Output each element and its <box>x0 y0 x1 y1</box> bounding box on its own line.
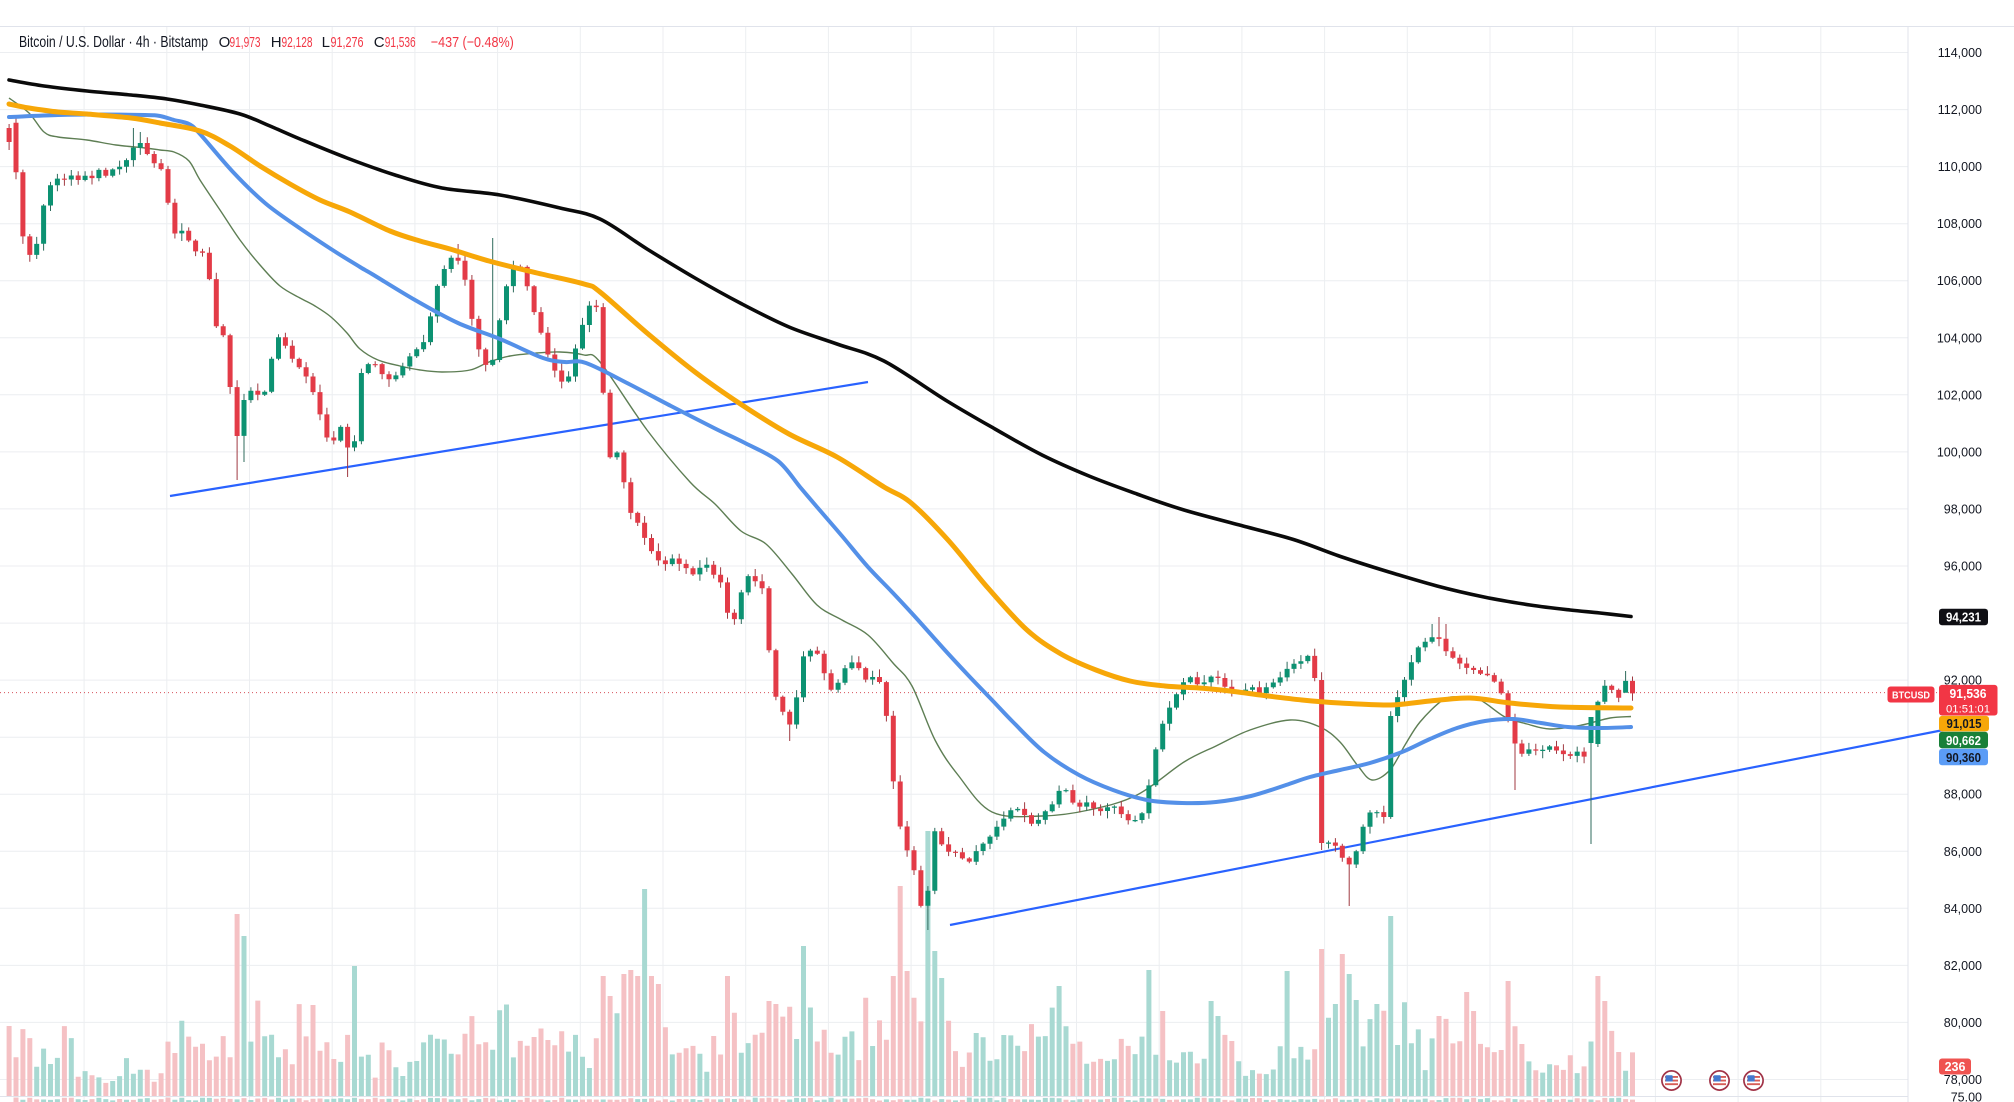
svg-text:75.00: 75.00 <box>1951 1091 1982 1102</box>
svg-text:94,231: 94,231 <box>1946 610 1981 624</box>
svg-text:L: L <box>322 34 330 51</box>
svg-text:114,000: 114,000 <box>1938 46 1982 60</box>
svg-text:84,000: 84,000 <box>1944 902 1982 916</box>
svg-text:104,000: 104,000 <box>1937 331 1982 345</box>
svg-text:−437 (−0.48%): −437 (−0.48%) <box>431 34 514 51</box>
svg-text:92,128: 92,128 <box>282 34 313 51</box>
svg-text:C: C <box>374 34 385 51</box>
svg-text:108,000: 108,000 <box>1937 217 1982 231</box>
svg-text:102,000: 102,000 <box>1937 388 1982 402</box>
svg-text:78,000: 78,000 <box>1944 1073 1982 1087</box>
svg-text:91,536: 91,536 <box>385 34 416 51</box>
svg-text:98,000: 98,000 <box>1944 502 1982 516</box>
svg-text:91,276: 91,276 <box>331 34 364 51</box>
svg-text:90,662: 90,662 <box>1946 734 1981 748</box>
svg-text:106,000: 106,000 <box>1937 274 1982 288</box>
svg-text:96,000: 96,000 <box>1944 560 1982 574</box>
svg-text:80,000: 80,000 <box>1944 1016 1982 1030</box>
svg-text:91,015: 91,015 <box>1947 717 1982 731</box>
svg-text:91,973: 91,973 <box>230 34 261 51</box>
svg-text:H: H <box>271 34 282 51</box>
svg-text:Bitcoin / U.S. Dollar · 4h · B: Bitcoin / U.S. Dollar · 4h · Bitstamp <box>19 34 208 51</box>
svg-text:88,000: 88,000 <box>1944 788 1982 802</box>
svg-text:236: 236 <box>1945 1060 1966 1074</box>
svg-text:110,000: 110,000 <box>1938 160 1982 174</box>
svg-text:100,000: 100,000 <box>1937 445 1982 459</box>
svg-text:92,000: 92,000 <box>1944 674 1982 688</box>
svg-text:O: O <box>219 34 231 51</box>
svg-text:112,000: 112,000 <box>1938 103 1982 117</box>
svg-text:91,536: 91,536 <box>1950 687 1987 701</box>
svg-text:86,000: 86,000 <box>1944 845 1982 859</box>
svg-text:90,360: 90,360 <box>1946 751 1981 765</box>
svg-text:BTCUSD: BTCUSD <box>1892 690 1930 702</box>
svg-text:82,000: 82,000 <box>1944 959 1982 973</box>
svg-text:01:51:01: 01:51:01 <box>1946 704 1990 716</box>
